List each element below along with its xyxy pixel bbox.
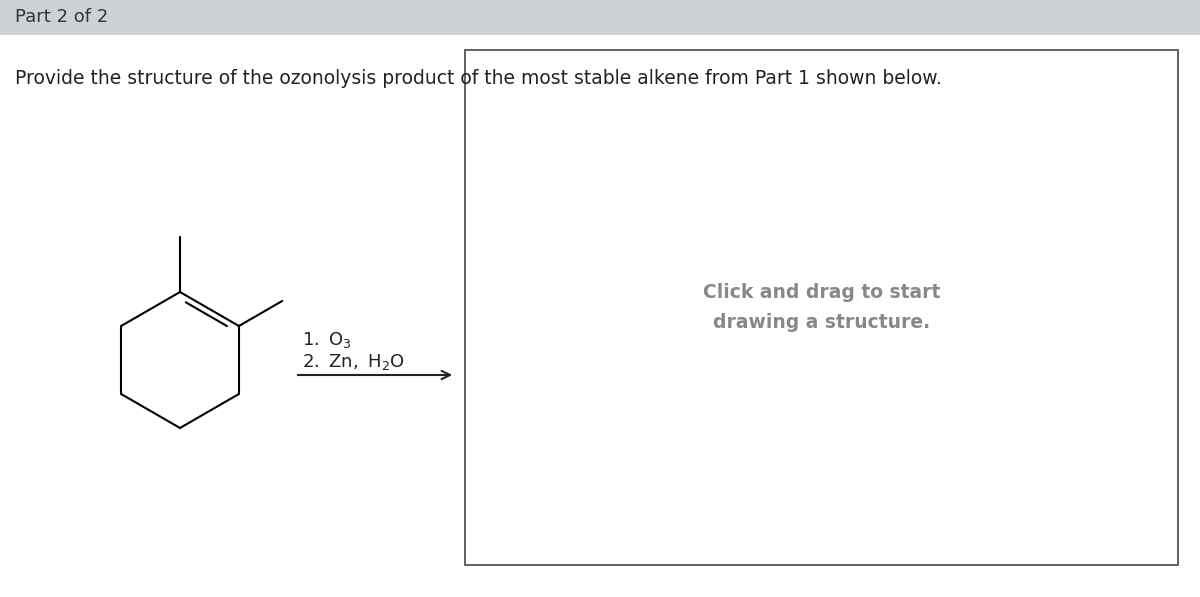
Text: $\mathregular{1.\ O_3}$: $\mathregular{1.\ O_3}$ [302,330,352,350]
Bar [0,0,1200,35]
Text: Click and drag to start: Click and drag to start [703,283,940,302]
Text: $\mathregular{2.\ Zn,\ H_2O}$: $\mathregular{2.\ Zn,\ H_2O}$ [302,352,404,372]
Text: Part 2 of 2: Part 2 of 2 [14,8,108,26]
Text: drawing a structure.: drawing a structure. [713,313,930,332]
Text: Provide the structure of the ozonolysis product of the most stable alkene from P: Provide the structure of the ozonolysis … [14,69,942,88]
Bar [466,50,1178,565]
